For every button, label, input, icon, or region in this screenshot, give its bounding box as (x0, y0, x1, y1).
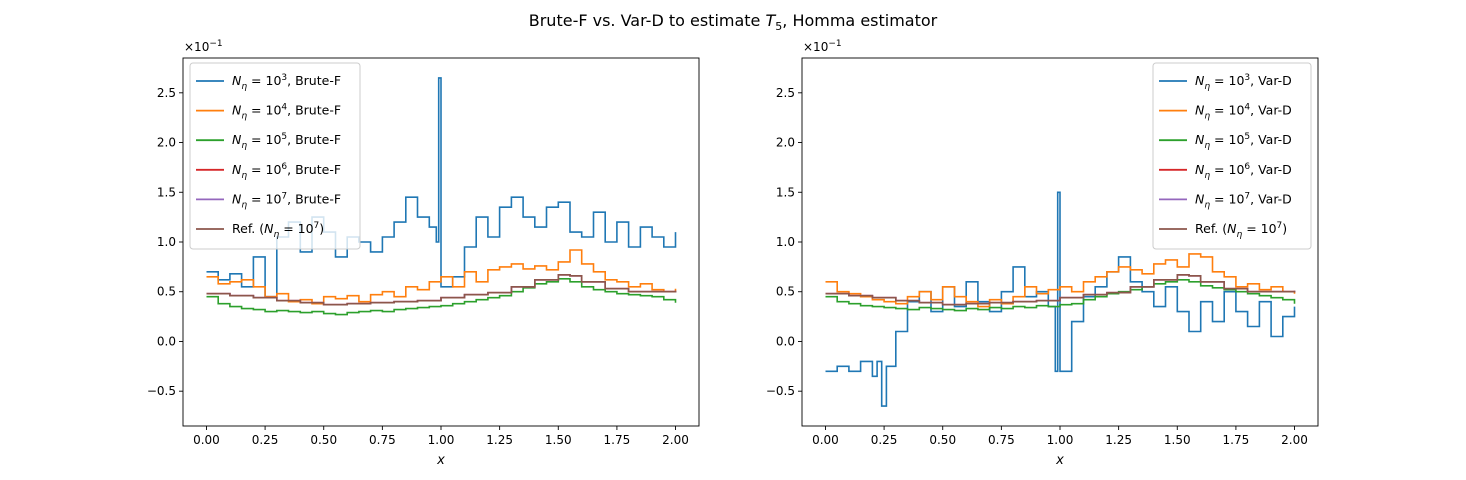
y-tick-label: 0.0 (157, 334, 176, 348)
y-tick-label: 2.0 (776, 136, 795, 150)
x-tick-label: 0.50 (929, 433, 956, 447)
legend-item-1: Nη = 103, Var-D (1159, 73, 1292, 92)
y-tick-label: 0.5 (776, 285, 795, 299)
legend-box (1152, 62, 1312, 250)
legend-label: Ref. (Nη = 107) (1195, 221, 1287, 240)
series-line-6 (206, 274, 677, 306)
series-line-6 (825, 274, 1296, 306)
x-tick-label: 0.00 (812, 433, 839, 447)
series-group (825, 191, 1296, 407)
x-tick-label: 0.25 (252, 433, 279, 447)
figure-title: Brute-F vs. Var-D to estimate T5, Homma … (529, 11, 938, 33)
y-tick-label: 1.5 (776, 185, 795, 199)
x-tick-label: 1.50 (545, 433, 572, 447)
x-tick-label: 1.25 (1105, 433, 1132, 447)
legend-item-4: Nη = 106, Brute-F (196, 162, 341, 181)
legend-item-3: Nη = 105, Var-D (1159, 132, 1292, 151)
y-tick-label: 0.5 (157, 285, 176, 299)
series-group (206, 77, 677, 316)
y-tick-label: 2.0 (157, 136, 176, 150)
y-tick-label: 1.0 (157, 235, 176, 249)
series-line-3 (825, 279, 1296, 312)
x-tick-label: 1.25 (486, 433, 513, 447)
legend-label: Nη = 103, Var-D (1195, 73, 1292, 92)
y-tick-label: 2.5 (776, 86, 795, 100)
legend-item-6: Ref. (Nη = 107) (1159, 221, 1287, 240)
legend-label: Nη = 104, Brute-F (232, 103, 341, 122)
legend-item-5: Nη = 107, Brute-F (196, 191, 341, 210)
legend-item-5: Nη = 107, Var-D (1159, 191, 1292, 210)
legend-item-2: Nη = 104, Brute-F (196, 103, 341, 122)
x-tick-label: 2.00 (662, 433, 689, 447)
legend-label: Nη = 103, Brute-F (232, 73, 341, 92)
legend-item-6: Ref. (Nη = 107) (196, 221, 324, 240)
y-tick-label: −0.5 (766, 384, 795, 398)
x-tick-label: 1.00 (428, 433, 455, 447)
x-tick-label: 0.00 (193, 433, 220, 447)
x-tick-label: 1.75 (1223, 433, 1250, 447)
x-tick-label: 2.00 (1281, 433, 1308, 447)
legend-label: Nη = 105, Var-D (1195, 132, 1292, 151)
legend-item-2: Nη = 104, Var-D (1159, 103, 1292, 122)
x-tick-label: 0.50 (310, 433, 337, 447)
legend-label: Nη = 107, Brute-F (232, 191, 341, 210)
y-offset-multiplier: ×10−1 (803, 39, 842, 54)
series-line-1 (825, 191, 1296, 407)
x-tick-label: 1.75 (604, 433, 631, 447)
x-tick-label: 1.00 (1047, 433, 1074, 447)
chart-panel-1: 0.00 0.25 0.50 0.75 1.00 1.25 1.50 1.75 2.00 −0.5… (147, 39, 700, 468)
x-tick-label: 0.75 (988, 433, 1015, 447)
x-axis-label: x (1055, 453, 1064, 468)
series-line-2 (206, 249, 677, 305)
x-tick-label: 1.50 (1164, 433, 1191, 447)
y-tick-label: 0.0 (776, 334, 795, 348)
legend: Nη = 103, Var-D Nη = 104, Var-D Nη = 105, … (1152, 62, 1312, 250)
legend-box (189, 62, 361, 250)
y-tick-label: 1.5 (157, 185, 176, 199)
legend-item-1: Nη = 103, Brute-F (196, 73, 341, 92)
x-tick-label: 0.75 (369, 433, 396, 447)
y-offset-multiplier: ×10−1 (184, 39, 223, 54)
legend-label: Ref. (Nη = 107) (232, 221, 324, 240)
legend-label: Nη = 107, Var-D (1195, 191, 1292, 210)
y-tick-label: 2.5 (157, 86, 176, 100)
chart-panel-2: 0.00 0.25 0.50 0.75 1.00 1.25 1.50 1.75 2.00 −0.5… (766, 39, 1319, 468)
x-axis-label: x (436, 453, 445, 468)
legend: Nη = 103, Brute-F Nη = 104, Brute-F Nη = 1… (189, 62, 361, 250)
y-tick-label: 1.0 (776, 235, 795, 249)
legend-label: Nη = 104, Var-D (1195, 103, 1292, 122)
y-tick-label: −0.5 (147, 384, 176, 398)
series-line-3 (206, 278, 677, 316)
legend-label: Nη = 106, Brute-F (232, 162, 341, 181)
legend-label: Nη = 106, Var-D (1195, 162, 1292, 181)
legend-item-3: Nη = 105, Brute-F (196, 132, 341, 151)
legend-label: Nη = 105, Brute-F (232, 132, 341, 151)
legend-item-4: Nη = 106, Var-D (1159, 162, 1292, 181)
x-tick-label: 0.25 (871, 433, 898, 447)
